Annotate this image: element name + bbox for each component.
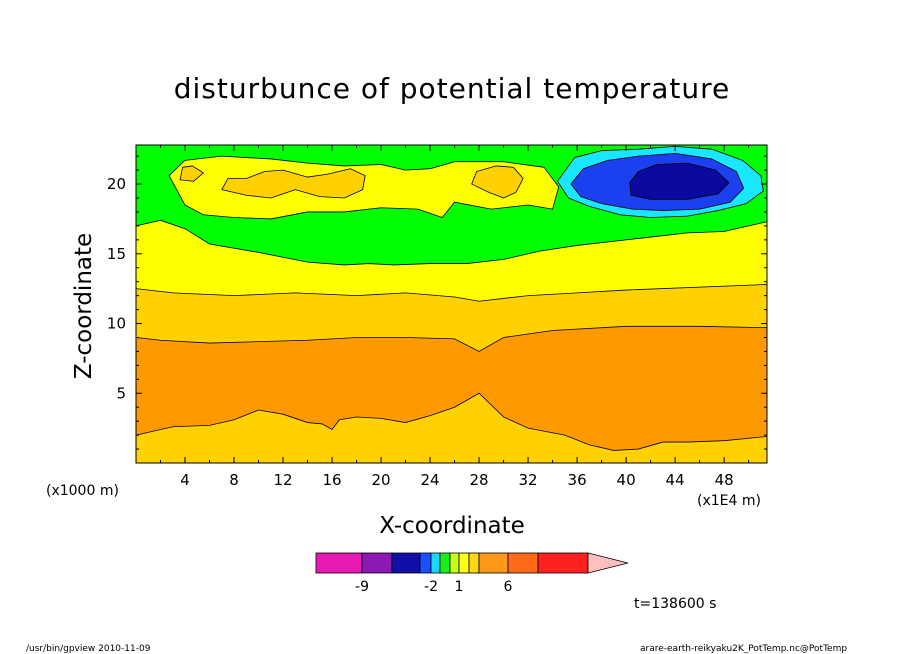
y-axis-title: Z-coordinate (71, 232, 97, 380)
y-tick-label: 10 (107, 315, 126, 333)
x-tick-label: 20 (372, 471, 391, 489)
x-tick-label: 44 (666, 471, 685, 489)
contour-line-1 (136, 392, 767, 451)
x-tick-label: 24 (421, 471, 440, 489)
chart-title: disturbunce of potential temperature (173, 72, 731, 105)
x-tick-label: 36 (568, 471, 587, 489)
x-tick-label: 28 (470, 471, 489, 489)
plot-frame (135, 144, 768, 464)
x-tick-label: 8 (229, 471, 239, 489)
contour-line-2 (136, 325, 767, 352)
x-tick-label: 16 (322, 471, 341, 489)
colorbar-segment (507, 552, 539, 574)
time-label: t=138600 s (634, 596, 717, 612)
x-unit-right: (x1E4 m) (697, 493, 761, 509)
y-tick-label: 20 (107, 175, 126, 193)
y-tick-label: 15 (107, 245, 126, 263)
contour-line-4 (136, 219, 767, 266)
colorbar-tick-label: -2 (424, 579, 438, 595)
plot-area (136, 145, 767, 463)
x-unit-left: (x1000 m) (46, 483, 119, 499)
colorbar-tick-label: 6 (504, 579, 513, 595)
colorbar-segment (439, 552, 451, 574)
colorbar-segment (478, 552, 509, 574)
contour-line-3 (136, 284, 767, 302)
colorbar-segment (430, 552, 441, 574)
x-tick-label: 12 (273, 471, 292, 489)
colorbar-segment (419, 552, 432, 574)
footer-right: arare-earth-reikyaku2K_PotTemp.nc@PotTem… (640, 644, 848, 654)
colorbar-arrow (587, 552, 629, 574)
y-tick-label: 5 (116, 384, 126, 402)
colorbar-tick-label: -9 (355, 579, 369, 595)
contour-blob-7 (629, 162, 730, 200)
colorbar-segment (361, 552, 393, 574)
colorbar-segment (458, 552, 470, 574)
colorbar-segment (468, 552, 480, 574)
colorbar-segment (391, 552, 421, 574)
contour-blob-3 (471, 165, 524, 199)
colorbar-segment (449, 552, 460, 574)
contour-blob-2 (221, 168, 366, 199)
x-axis-title: X-coordinate (379, 513, 525, 539)
x-tick-label: 32 (519, 471, 538, 489)
x-tick-label: 4 (180, 471, 190, 489)
colorbar-segment (315, 552, 363, 574)
x-tick-label: 40 (617, 471, 636, 489)
colorbar-tick-label: 1 (455, 579, 464, 595)
colorbar-segment (537, 552, 589, 574)
x-tick-label: 48 (715, 471, 734, 489)
footer-left: /usr/bin/gpview 2010-11-09 (26, 644, 151, 654)
contour-blob-4 (179, 165, 204, 182)
